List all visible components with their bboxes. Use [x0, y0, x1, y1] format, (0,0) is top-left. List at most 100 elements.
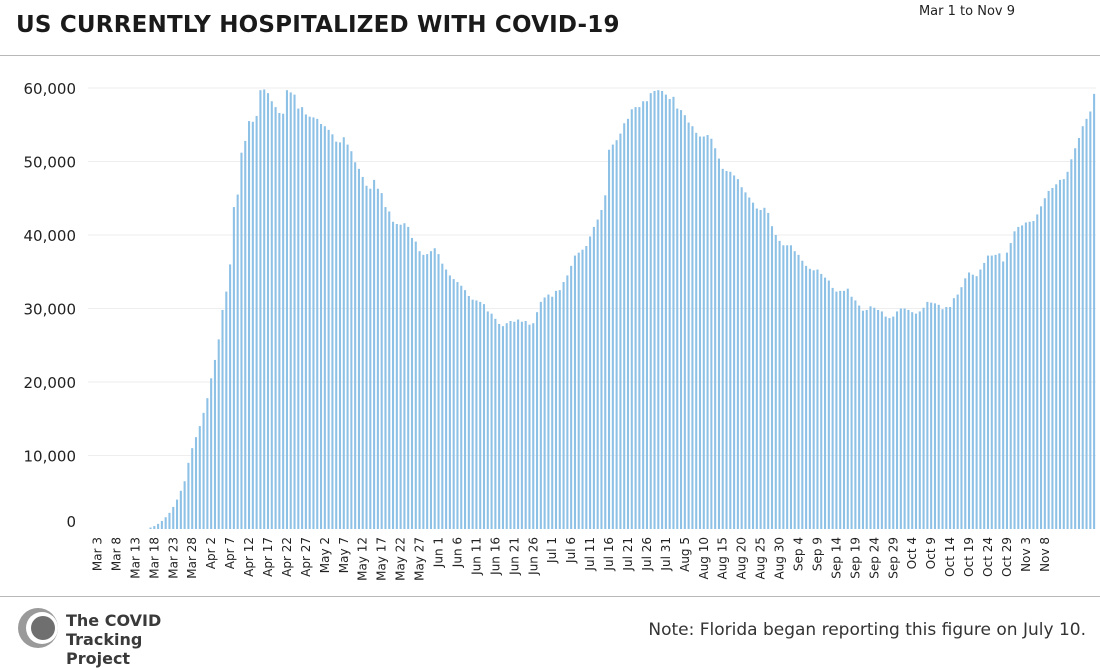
bar	[581, 249, 584, 529]
bar	[589, 236, 592, 529]
y-tick-label: 40,000	[24, 227, 77, 245]
x-tick-label: May 2	[318, 537, 332, 573]
bar	[763, 207, 766, 530]
bar	[266, 93, 270, 530]
bar	[960, 287, 963, 529]
bar	[1074, 148, 1077, 529]
bar	[274, 107, 277, 530]
x-tick-label: Jul 26	[640, 537, 654, 572]
bar	[168, 512, 171, 529]
x-tick-label: Sep 14	[829, 537, 843, 579]
x-tick-label: Sep 24	[867, 537, 881, 579]
bar	[422, 254, 425, 529]
bar	[683, 115, 686, 529]
x-tick-label: Oct 14	[943, 537, 957, 577]
bar	[536, 312, 539, 529]
bar	[346, 144, 349, 529]
bar	[1051, 187, 1054, 529]
bar	[357, 168, 360, 529]
bar	[437, 254, 440, 530]
bar	[482, 304, 486, 529]
bar	[619, 133, 622, 529]
bar	[426, 254, 429, 530]
x-tick-label: May 7	[337, 537, 351, 573]
bar	[850, 296, 853, 529]
bar	[429, 251, 432, 530]
bar	[979, 269, 982, 529]
bar	[460, 285, 463, 529]
bar	[1013, 231, 1016, 529]
x-tick-label: Jun 11	[469, 537, 483, 576]
bar	[225, 291, 228, 529]
bar	[573, 255, 576, 529]
bar	[380, 193, 383, 529]
logo-text-line1: The COVID	[66, 611, 162, 630]
bar	[248, 121, 251, 529]
bar	[244, 140, 247, 530]
bar	[251, 121, 254, 529]
bar	[236, 194, 239, 529]
footer-divider	[0, 596, 1100, 597]
bar	[956, 294, 959, 529]
bar	[903, 308, 906, 529]
bar	[479, 301, 482, 529]
bar	[805, 265, 808, 529]
bar	[551, 296, 554, 529]
bar	[475, 300, 478, 529]
bar	[706, 135, 709, 529]
bar	[229, 264, 232, 529]
bar	[445, 269, 448, 529]
bar	[520, 321, 523, 529]
bar	[289, 92, 292, 529]
bar	[592, 226, 595, 529]
bar	[282, 113, 285, 530]
bar	[782, 245, 785, 530]
bar	[232, 207, 235, 529]
bar	[255, 115, 258, 530]
bar	[418, 251, 421, 530]
bar	[494, 318, 497, 529]
bar	[301, 107, 304, 530]
bar	[452, 279, 455, 529]
bar	[698, 136, 702, 529]
bar	[717, 158, 720, 529]
bar	[755, 208, 758, 530]
bar	[183, 481, 186, 529]
bar	[672, 96, 675, 529]
bar	[865, 309, 868, 529]
bar	[767, 212, 770, 529]
bar	[971, 274, 974, 529]
bar	[793, 251, 796, 530]
bar	[786, 245, 789, 530]
bar	[384, 207, 387, 529]
x-tick-label: Sep 29	[886, 537, 900, 579]
bar	[884, 316, 887, 529]
x-tick-label: Nov 3	[1019, 537, 1033, 572]
covid-tracking-project-logo[interactable]: The COVID Tracking Project	[16, 603, 196, 668]
date-range-label: Mar 1 to Nov 9	[918, 4, 1015, 19]
bar	[702, 136, 705, 529]
bar	[861, 310, 864, 529]
bar	[657, 90, 660, 529]
bar	[968, 272, 971, 529]
bar	[789, 245, 792, 530]
bar	[990, 255, 993, 529]
bar	[1024, 222, 1027, 529]
bar	[774, 235, 777, 529]
bar	[808, 268, 811, 529]
bar	[570, 265, 573, 529]
bar	[964, 278, 967, 529]
x-tick-label: Mar 23	[166, 537, 180, 579]
x-tick-label: Apr 17	[261, 537, 275, 577]
bar	[342, 137, 345, 529]
bar	[748, 197, 751, 529]
bar	[869, 306, 872, 529]
bar	[1062, 179, 1065, 529]
bar	[664, 94, 667, 529]
bar	[331, 134, 334, 529]
bar	[926, 301, 929, 529]
bar	[1036, 214, 1039, 530]
x-tick-label: Jul 31	[659, 537, 673, 572]
bar	[626, 118, 630, 529]
y-tick-label: 0	[66, 513, 76, 531]
